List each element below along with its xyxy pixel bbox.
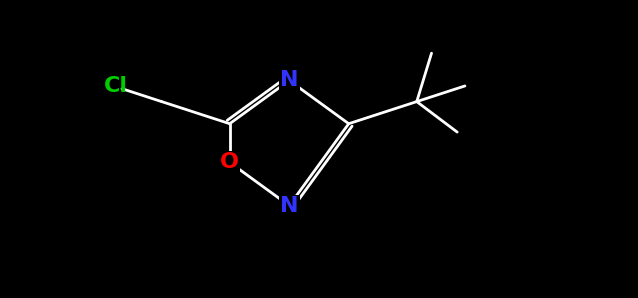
Text: O: O [220, 152, 239, 172]
Text: N: N [280, 195, 299, 216]
Text: Cl: Cl [104, 76, 128, 96]
Text: N: N [280, 70, 299, 91]
